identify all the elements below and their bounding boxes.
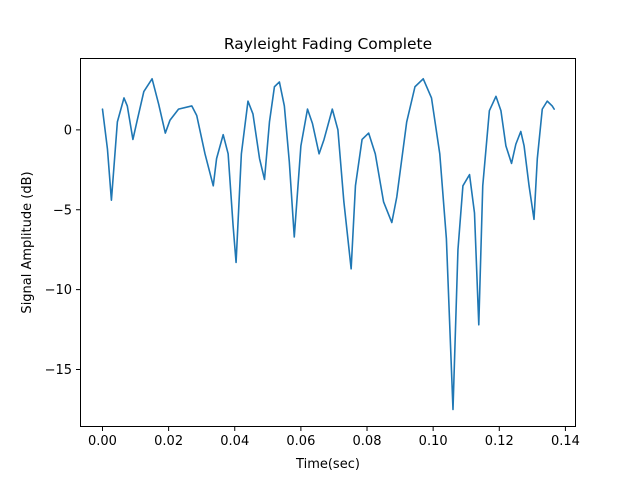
- x-tick-label: 0.06: [286, 434, 315, 449]
- y-tick-label: −5: [53, 203, 72, 218]
- x-tick-label: 0.02: [154, 434, 183, 449]
- x-tick-label: 0.00: [88, 434, 117, 449]
- chart-title: Rayleight Fading Complete: [224, 35, 432, 53]
- x-axis-title: Time(sec): [295, 457, 360, 472]
- y-tick-label: 0: [64, 123, 72, 138]
- plot-frame: [80, 58, 576, 427]
- x-tick-label: 0.12: [485, 434, 514, 449]
- y-axis-ticks: 0 −5 −10 −15: [45, 123, 80, 378]
- x-tick-label: 0.10: [419, 434, 448, 449]
- y-tick-label: −15: [45, 363, 72, 378]
- x-tick-label: 0.04: [220, 434, 249, 449]
- x-tick-label: 0.14: [551, 434, 580, 449]
- x-tick-label: 0.08: [353, 434, 382, 449]
- series-layer: [101, 77, 555, 411]
- x-axis-ticks: 0.00 0.02 0.04 0.06 0.08 0.10 0.12 0.14: [88, 427, 580, 449]
- series-line-1: [101, 77, 555, 411]
- y-axis-title: Signal Amplitude (dB): [20, 171, 35, 313]
- y-tick-label: −10: [45, 283, 72, 298]
